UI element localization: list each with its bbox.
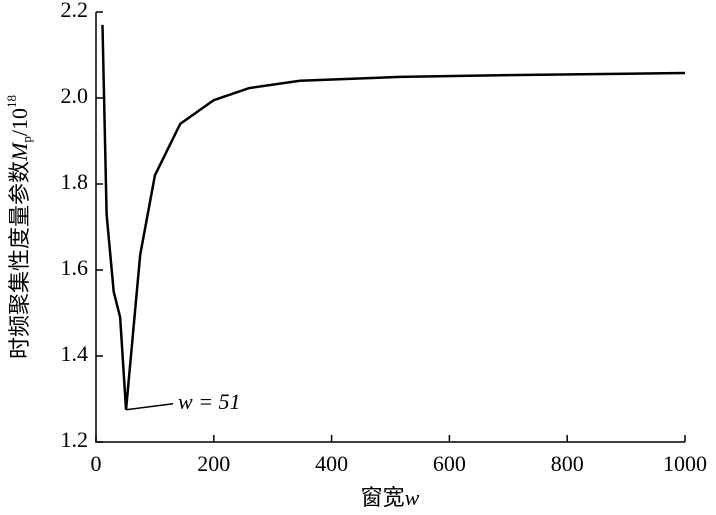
y-tick-label: 1.8 — [61, 169, 89, 194]
x-tick-label: 200 — [197, 451, 230, 476]
x-tick-label: 1000 — [663, 451, 707, 476]
y-tick-label: 1.2 — [61, 427, 89, 452]
y-axis-label: 时频聚集性度量参数Mp/1018 — [4, 95, 34, 359]
y-label-sub: p — [19, 136, 34, 143]
x-label-text: 窗宽 — [361, 485, 405, 510]
y-label-text: 时频聚集性度量参数 — [7, 161, 32, 359]
x-tick-label: 0 — [91, 451, 102, 476]
y-label-unit: /10 — [7, 108, 32, 136]
x-axis-label: 窗宽w — [361, 485, 420, 510]
annotation-pointer — [125, 403, 174, 411]
x-tick-label: 600 — [433, 451, 466, 476]
x-tick-label: 400 — [315, 451, 348, 476]
y-label-var: M — [7, 141, 32, 162]
y-tick-label: 1.4 — [61, 341, 89, 366]
y-tick-label: 1.6 — [61, 255, 89, 280]
y-tick-label: 2.0 — [61, 83, 89, 108]
x-tick-label: 800 — [551, 451, 584, 476]
y-tick-label: 2.2 — [61, 0, 89, 22]
data-line — [101, 24, 686, 410]
y-label-exp: 18 — [4, 95, 19, 108]
x-label-var: w — [405, 485, 420, 510]
annotation: w = 51 — [178, 389, 241, 414]
